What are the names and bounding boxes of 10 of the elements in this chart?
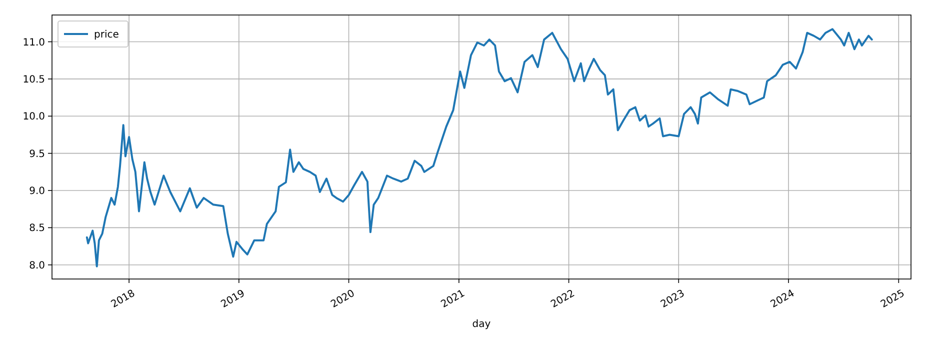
y-tick-label: 9.5 [29,148,45,160]
x-axis-title: day [472,319,491,330]
y-tick-label: 9.0 [29,186,45,198]
y-tick-label: 10.0 [22,112,45,123]
y-tick-label: 8.5 [29,223,45,234]
y-tick-label: 11.0 [22,37,45,48]
y-tick-label: 8.0 [29,260,45,272]
line-series [86,28,873,268]
legend-label: price [94,30,119,40]
y-tick-label: 10.5 [22,74,45,86]
